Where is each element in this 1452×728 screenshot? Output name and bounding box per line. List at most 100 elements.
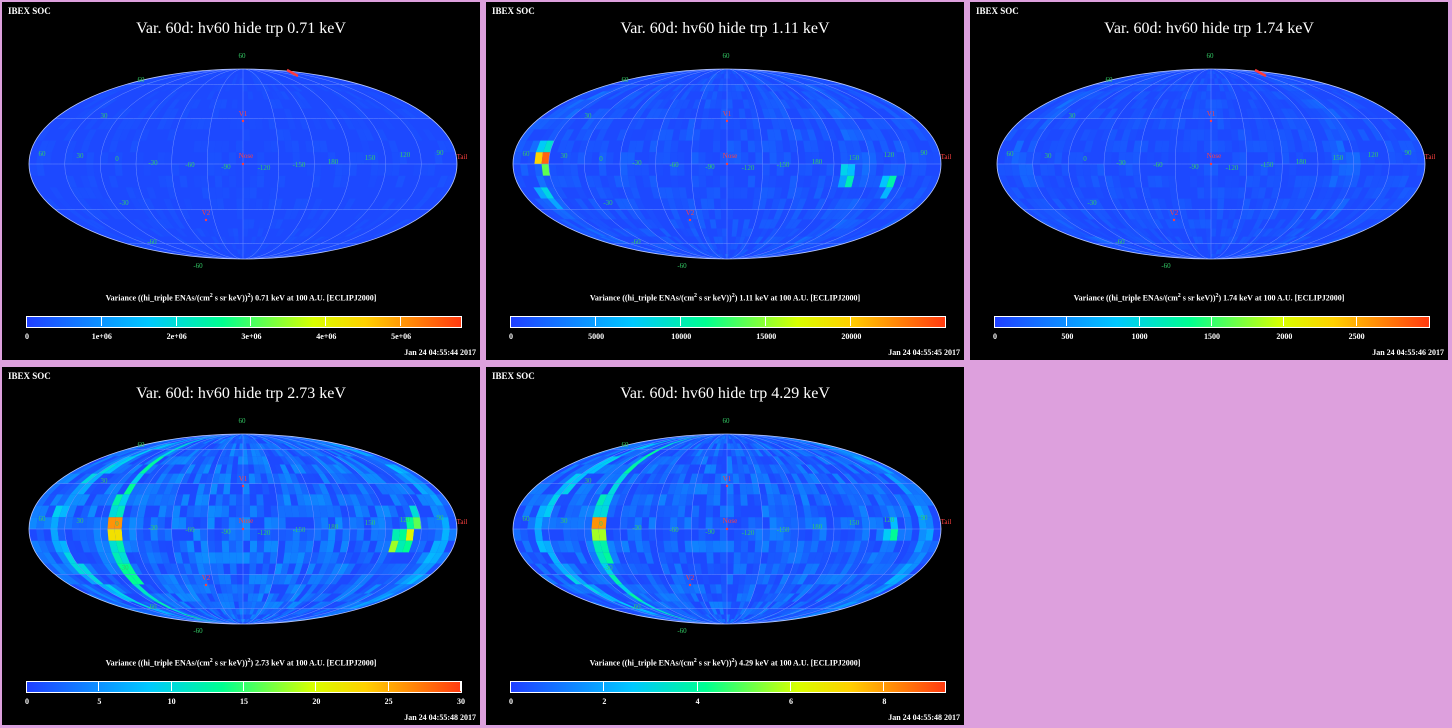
sky-pixel [1199,99,1206,109]
sky-pixel [289,601,303,609]
sky-pixel [243,464,249,474]
sky-pixel [816,99,832,109]
sky-pixel [1142,74,1163,79]
sky-pixel [745,78,755,85]
sky-pixel [662,70,689,75]
sky-pixel [733,74,740,79]
sky-pixel [123,236,146,244]
sky-pixel [826,529,834,541]
sky-pixel [190,70,212,75]
sky-pixel [720,435,725,440]
sky-pixel [616,584,633,594]
sky-pixel [743,74,752,79]
sky-pixel [879,540,890,553]
sky-pixel [245,439,250,444]
sky-pixel [240,618,243,623]
sky-pixel [252,439,259,444]
sky-pixel [533,187,548,199]
sky-pixel [1154,108,1165,119]
sky-pixel [308,78,329,85]
sky-pixel [180,78,197,85]
sky-pixel [1254,78,1270,85]
sky-pixel [327,608,352,615]
sky-pixel [167,574,180,585]
sky-pixel [821,563,834,575]
sky-pixel [233,614,239,619]
sky-pixel [1132,164,1141,176]
sky-pixel [150,563,162,575]
sky-pixel [645,209,658,220]
sky-pixel [377,164,386,176]
sky-pixel [202,439,216,444]
sky-pixel [755,529,763,541]
sky-pixel [1211,249,1215,254]
sky-pixel [842,574,859,585]
sky-pixel [745,435,760,440]
sky-pixel [773,129,783,141]
sky-pixel [179,584,191,594]
sky-pixel [311,198,323,210]
sky-pixel [728,618,732,623]
sky-pixel [860,473,878,484]
sky-pixel [167,99,181,109]
sky-pixel [1065,187,1079,199]
sky-pixel [564,209,583,220]
sky-pixel [377,529,386,541]
sky-pixel [246,601,253,609]
sky-pixel [769,517,777,529]
sky-pixel [114,236,139,244]
sky-pixel [687,118,696,130]
sky-pixel [1069,91,1092,100]
sky-pixel [795,584,809,594]
sky-pixel [1416,152,1425,164]
sky-pixel [547,552,561,564]
sky-pixel [734,152,742,164]
sky-pixel [634,505,645,518]
sky-pixel [927,175,940,188]
sky-pixel [789,505,798,518]
sky-pixel [387,574,406,585]
sky-pixel [284,584,296,594]
sky-pixel [1270,228,1285,237]
sky-pixel [727,187,734,199]
sky-pixel [918,152,927,164]
sky-pixel [837,593,858,602]
sky-pixel [29,164,38,176]
sky-pixel [351,601,377,609]
sky-pixel [114,517,123,529]
sky-pixel [1288,164,1297,176]
sky-pixel [196,608,209,615]
sky-pixel [412,164,422,176]
sky-pixel [405,563,423,575]
sky-pixel [1361,118,1378,130]
sky-pixel [224,601,232,609]
sky-pixel [777,236,792,244]
sky-pixel [429,505,442,518]
sky-pixel [658,601,673,609]
sky-pixel [399,118,416,130]
sky-pixel [176,563,187,575]
sky-pixel [911,152,920,164]
sky-pixel [347,449,372,457]
sky-pixel [1284,84,1303,92]
colorbar-tick-label: 5000 [588,332,605,341]
sky-pixel [1133,140,1142,153]
sky-pixel [714,614,721,619]
sky-pixel [816,84,838,92]
sky-pixel [803,505,812,518]
sky-pixel [307,439,334,444]
sky-pixel [1230,129,1239,141]
sky-pixel [1191,78,1199,85]
sky-pixel [308,443,329,450]
sky-pixel [738,74,746,79]
sky-pixel [349,152,358,164]
sky-pixel [248,618,255,623]
sky-pixel [584,517,593,529]
sky-pixel [680,198,690,210]
sky-pixel [311,464,325,474]
sky-pixel [292,529,301,541]
voyager2-marker [1172,218,1176,222]
sky-pixel [1012,175,1025,188]
sky-pixel [371,593,395,602]
sky-pixel [796,505,805,518]
